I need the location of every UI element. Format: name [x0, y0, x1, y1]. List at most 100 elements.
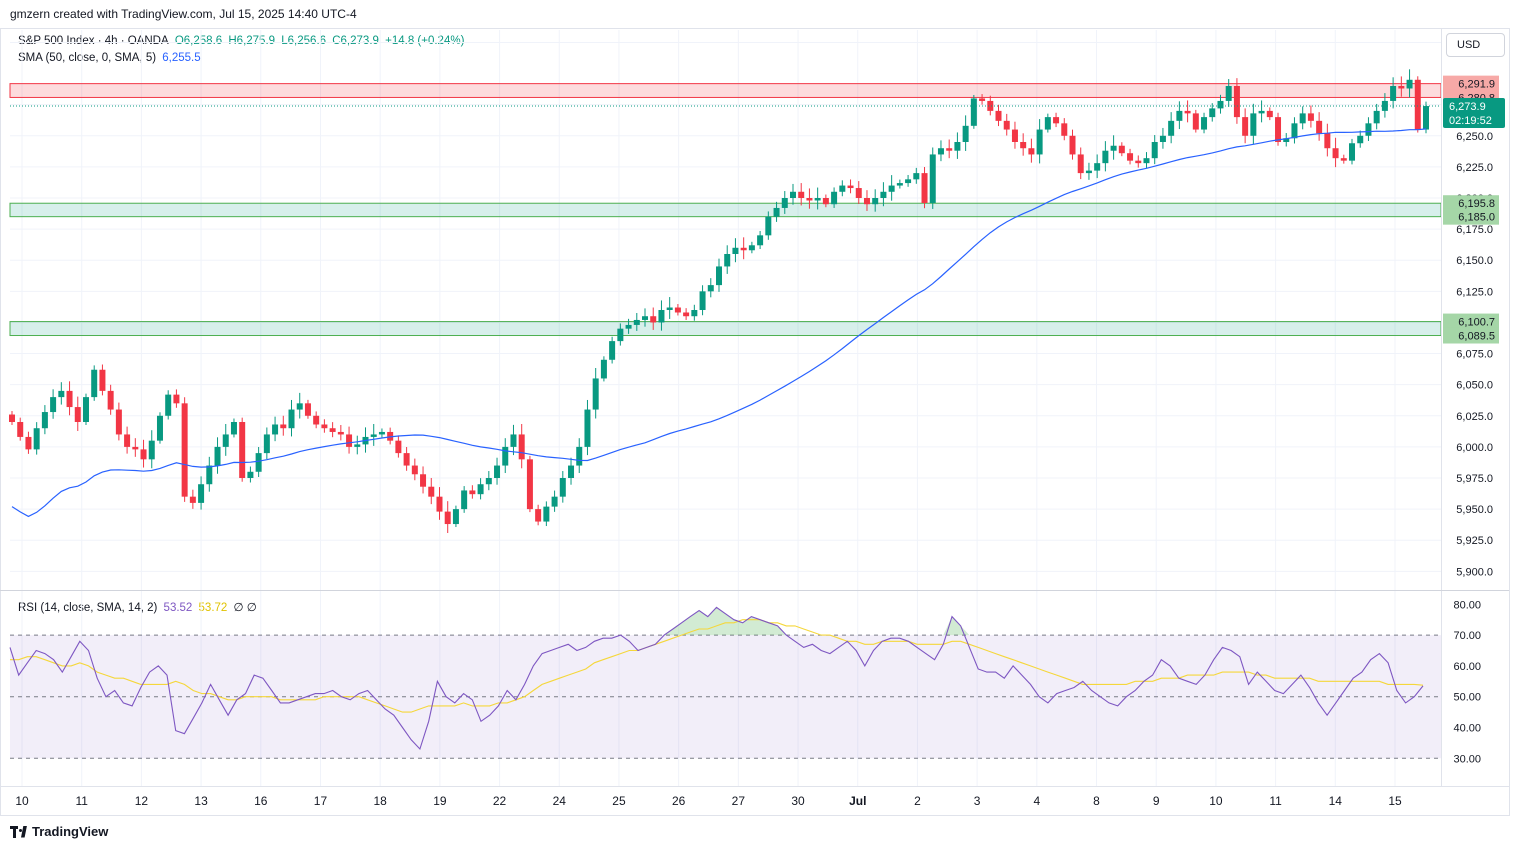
candle-body — [880, 191, 887, 198]
time-tick-label: 10 — [1209, 794, 1223, 808]
candle-body — [1324, 133, 1331, 149]
candle-body — [41, 412, 48, 429]
candle-body — [535, 509, 542, 522]
rsi-tick-label: 30.00 — [1453, 753, 1481, 765]
candle-body — [502, 446, 509, 466]
candle-body — [1291, 123, 1298, 139]
candle-body — [17, 422, 24, 437]
candle-body — [411, 465, 418, 475]
candle-body — [1423, 106, 1429, 130]
sma-label[interactable]: SMA (50, close, 0, SMA, 5) — [18, 52, 157, 64]
candle-body — [132, 446, 139, 450]
price-tick-label: 6,125.0 — [1456, 286, 1493, 298]
candle-body — [543, 506, 550, 522]
price-tick-label: 6,050.0 — [1456, 380, 1493, 392]
time-tick-label: 8 — [1093, 794, 1100, 808]
candle-body — [420, 474, 427, 487]
candle-body — [1151, 142, 1158, 159]
sma-legend[interactable]: SMA (50, close, 0, SMA, 5) 6,255.5 — [18, 52, 204, 64]
candle-body — [198, 484, 205, 503]
time-tick-label: 25 — [612, 794, 626, 808]
candle-body — [1275, 117, 1282, 142]
chart-credit: gmzern created with TradingView.com, Jul… — [10, 7, 357, 21]
candle-body — [633, 319, 640, 325]
candle-body — [1307, 113, 1314, 121]
last-price-tag — [1443, 98, 1505, 129]
candle-body — [485, 478, 492, 485]
candle-body — [732, 247, 739, 254]
tradingview-logo-icon — [10, 825, 28, 838]
countdown-label: 02:19:52 — [1449, 115, 1492, 127]
candle-body — [173, 394, 180, 404]
symbol-title[interactable]: S&P 500 Index · 4h · OANDA — [18, 35, 169, 47]
candle-body — [691, 310, 698, 317]
candle-body — [1250, 113, 1257, 136]
time-tick-label: 11 — [75, 794, 88, 808]
candle-body — [510, 434, 517, 447]
ohlc-close: C6,273.9 — [332, 35, 379, 47]
candle-body — [773, 207, 780, 217]
rsi-tick-label: 50.00 — [1453, 692, 1481, 704]
zone-price-tag — [1443, 313, 1499, 330]
candle-body — [1316, 120, 1323, 134]
candle-body — [115, 409, 122, 435]
candles — [9, 69, 1429, 534]
candle-body — [148, 440, 155, 460]
candle-body — [1209, 108, 1216, 118]
candle-body — [1398, 86, 1405, 89]
ohlc-low: L6,256.6 — [281, 35, 327, 47]
currency-selector[interactable]: USD — [1446, 33, 1505, 57]
rsi-line — [9, 606, 1424, 751]
candle-body — [461, 490, 468, 510]
candle-body — [33, 428, 40, 450]
candle-body — [937, 148, 944, 155]
footer-brand[interactable]: TradingView — [10, 824, 108, 839]
candle-body — [1357, 135, 1364, 144]
candle-body — [304, 403, 311, 416]
candle-body — [658, 310, 665, 323]
candle-body — [1406, 79, 1413, 89]
candle-body — [584, 409, 591, 447]
candle-body — [1127, 153, 1134, 161]
candle-body — [995, 110, 1002, 121]
candle-body — [428, 486, 435, 497]
price-tick-label: 5,950.0 — [1456, 504, 1493, 516]
zone-price-tag — [1443, 75, 1499, 92]
rsi-overbought-fill — [10, 607, 1423, 636]
candle-body — [896, 183, 903, 186]
candle-body — [625, 324, 632, 329]
time-tick-label: 11 — [1269, 794, 1282, 808]
candle-body — [247, 471, 254, 478]
candle-body — [1061, 123, 1068, 136]
candle-body — [551, 496, 558, 507]
candle-body — [814, 198, 821, 201]
candle-body — [378, 431, 385, 435]
candle-body — [716, 266, 722, 286]
rsi-label[interactable]: RSI (14, close, SMA, 14, 2) — [18, 602, 158, 614]
zone-price-tag — [1443, 327, 1499, 344]
candle-body — [436, 496, 443, 512]
candle-body — [987, 100, 994, 111]
candle-body — [452, 509, 459, 525]
candle-body — [494, 465, 501, 478]
support-zone — [9, 321, 1442, 337]
candle-body — [1176, 110, 1183, 121]
candle-body — [403, 453, 410, 466]
candle-body — [25, 436, 32, 450]
candle-body — [1085, 170, 1092, 174]
time-tick-label: 16 — [254, 794, 268, 808]
price-tick-label: 6,225.0 — [1456, 162, 1493, 174]
price-legend[interactable]: S&P 500 Index · 4h · OANDA O6,258.6 H6,2… — [18, 35, 467, 47]
candle-body — [239, 422, 246, 478]
time-tick-label: 4 — [1033, 794, 1040, 808]
candle-body — [321, 424, 328, 429]
candle-body — [559, 478, 566, 497]
candle-body — [855, 188, 862, 198]
candle-body — [847, 185, 854, 189]
rsi-legend[interactable]: RSI (14, close, SMA, 14, 2) 53.52 53.72 … — [18, 600, 260, 614]
candle-body — [1102, 150, 1109, 164]
candle-body — [1225, 86, 1232, 101]
last-price-label: 6,273.9 — [1449, 101, 1486, 113]
candle-body — [272, 424, 279, 435]
